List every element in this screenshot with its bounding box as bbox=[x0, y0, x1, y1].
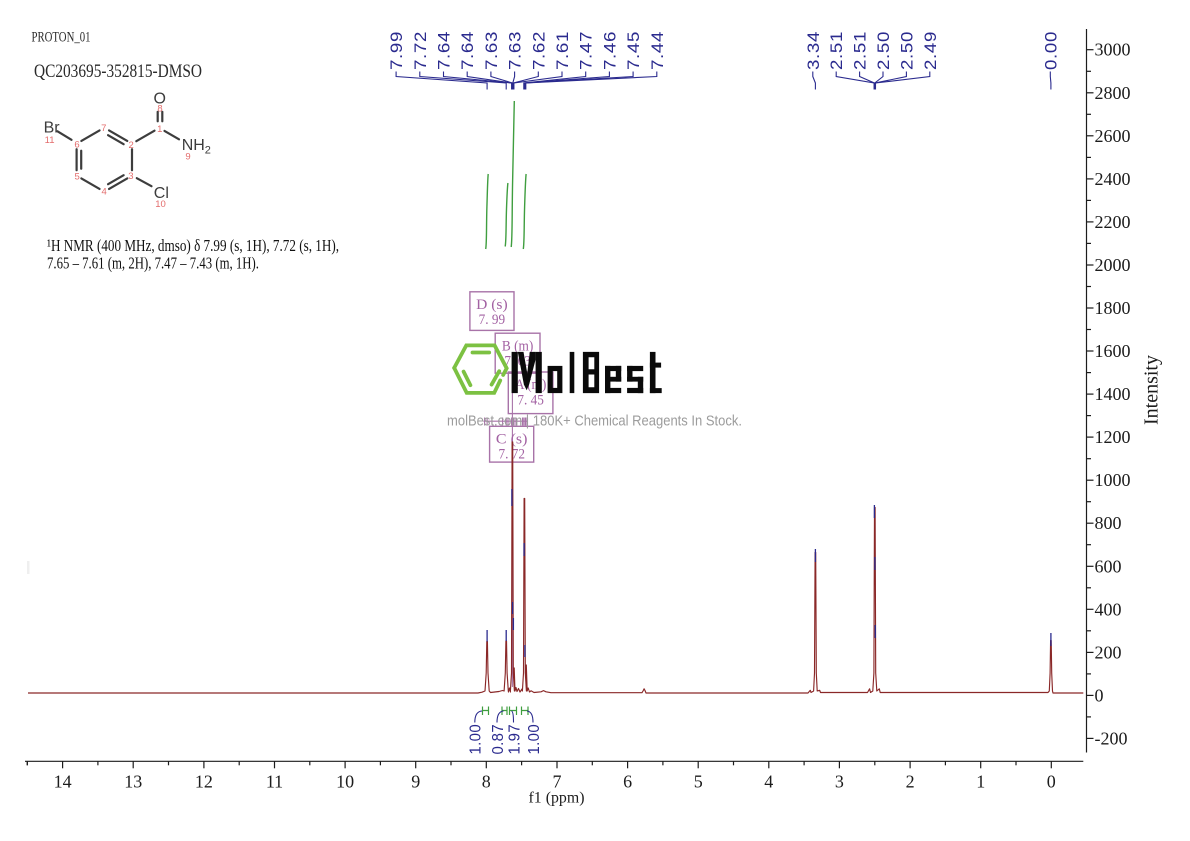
svg-text:7. 99: 7. 99 bbox=[479, 312, 506, 328]
svg-text:D (s): D (s) bbox=[476, 297, 508, 313]
svg-text:7.99: 7.99 bbox=[387, 31, 406, 70]
svg-text:1: 1 bbox=[976, 772, 985, 792]
svg-text:3: 3 bbox=[128, 171, 133, 182]
svg-text:0.00: 0.00 bbox=[1041, 31, 1060, 70]
svg-text:12: 12 bbox=[195, 772, 213, 792]
svg-text:8: 8 bbox=[482, 772, 491, 792]
svg-text:6: 6 bbox=[623, 772, 632, 792]
svg-text:14: 14 bbox=[54, 772, 72, 792]
svg-text:5: 5 bbox=[75, 171, 80, 182]
svg-text:7.44: 7.44 bbox=[648, 31, 667, 70]
svg-text:10: 10 bbox=[336, 772, 354, 792]
svg-text:2.50: 2.50 bbox=[874, 31, 893, 70]
svg-text:2600: 2600 bbox=[1095, 126, 1131, 146]
svg-text:7: 7 bbox=[553, 772, 562, 792]
svg-text:200: 200 bbox=[1095, 642, 1122, 662]
svg-text:Cl: Cl bbox=[154, 185, 169, 202]
svg-text:0: 0 bbox=[1047, 772, 1056, 792]
svg-text:f1 (ppm): f1 (ppm) bbox=[529, 790, 585, 807]
svg-text:10: 10 bbox=[155, 199, 166, 210]
svg-text:7.63: 7.63 bbox=[506, 31, 525, 70]
svg-text:7. 45: 7. 45 bbox=[517, 392, 544, 408]
svg-text:7.45: 7.45 bbox=[624, 31, 643, 70]
svg-text:0.87: 0.87 bbox=[490, 724, 507, 755]
svg-text:2800: 2800 bbox=[1095, 83, 1131, 103]
svg-text:9: 9 bbox=[185, 151, 190, 162]
svg-text:1000: 1000 bbox=[1095, 470, 1131, 490]
svg-text:1.97: 1.97 bbox=[506, 724, 523, 755]
svg-text:400: 400 bbox=[1095, 599, 1122, 619]
svg-text:2.51: 2.51 bbox=[827, 31, 846, 70]
svg-text:molBest.com | 180K+ Chemical R: molBest.com | 180K+ Chemical Reagents In… bbox=[447, 414, 742, 430]
svg-text:3000: 3000 bbox=[1095, 40, 1131, 60]
svg-text:8: 8 bbox=[157, 104, 162, 115]
svg-text:7.62: 7.62 bbox=[529, 31, 548, 70]
svg-text:QC203695-352815-DMSO: QC203695-352815-DMSO bbox=[34, 61, 202, 82]
svg-text:Br: Br bbox=[44, 119, 61, 136]
svg-text:2.49: 2.49 bbox=[921, 31, 940, 70]
svg-text:3.34: 3.34 bbox=[804, 31, 823, 70]
svg-text:3: 3 bbox=[835, 772, 844, 792]
svg-text:O: O bbox=[154, 90, 166, 107]
svg-text:5: 5 bbox=[694, 772, 703, 792]
svg-text:4: 4 bbox=[102, 186, 107, 197]
svg-text:6: 6 bbox=[74, 139, 79, 150]
svg-text:Intensity: Intensity bbox=[1141, 355, 1163, 425]
svg-text:600: 600 bbox=[1095, 556, 1122, 576]
svg-text:9: 9 bbox=[411, 772, 420, 792]
svg-text:7.65 – 7.61 (m, 2H), 7.47 – 7.: 7.65 – 7.61 (m, 2H), 7.47 – 7.43 (m, 1H)… bbox=[47, 254, 259, 273]
svg-text:2.51: 2.51 bbox=[851, 31, 870, 70]
svg-text:1: 1 bbox=[157, 124, 162, 135]
svg-text:2000: 2000 bbox=[1095, 255, 1131, 275]
svg-text:C (s): C (s) bbox=[496, 432, 528, 448]
svg-text:1.00: 1.00 bbox=[468, 724, 485, 755]
svg-text:1400: 1400 bbox=[1095, 384, 1131, 404]
svg-text:¹H NMR (400 MHz, dmso) δ 7.99: ¹H NMR (400 MHz, dmso) δ 7.99 (s, 1H), 7… bbox=[47, 236, 339, 255]
svg-text:7.63: 7.63 bbox=[482, 31, 501, 70]
svg-text:-200: -200 bbox=[1095, 728, 1128, 748]
svg-text:7.64: 7.64 bbox=[458, 31, 477, 70]
svg-text:B (m): B (m) bbox=[502, 338, 534, 354]
svg-text:11: 11 bbox=[266, 772, 283, 792]
svg-text:PROTON_01: PROTON_01 bbox=[32, 30, 91, 46]
svg-text:2400: 2400 bbox=[1095, 169, 1131, 189]
svg-text:0: 0 bbox=[1095, 685, 1104, 705]
svg-text:7.72: 7.72 bbox=[411, 31, 430, 70]
svg-text:2: 2 bbox=[906, 772, 915, 792]
svg-text:1200: 1200 bbox=[1095, 427, 1131, 447]
svg-text:11: 11 bbox=[45, 135, 55, 146]
svg-text:1600: 1600 bbox=[1095, 341, 1131, 361]
svg-text:13: 13 bbox=[124, 772, 142, 792]
svg-text:7: 7 bbox=[101, 123, 106, 134]
svg-text:7.61: 7.61 bbox=[553, 31, 572, 70]
svg-text:2.50: 2.50 bbox=[897, 31, 916, 70]
svg-text:7.64: 7.64 bbox=[435, 31, 454, 70]
svg-text:4: 4 bbox=[764, 772, 773, 792]
svg-text:NH2: NH2 bbox=[182, 137, 211, 157]
svg-text:2200: 2200 bbox=[1095, 212, 1131, 232]
svg-text:7.46: 7.46 bbox=[600, 31, 619, 70]
svg-text:7.47: 7.47 bbox=[577, 31, 596, 70]
svg-text:1.00: 1.00 bbox=[526, 724, 543, 755]
svg-text:2: 2 bbox=[129, 140, 134, 151]
svg-text:800: 800 bbox=[1095, 513, 1122, 533]
svg-text:1800: 1800 bbox=[1095, 298, 1131, 318]
